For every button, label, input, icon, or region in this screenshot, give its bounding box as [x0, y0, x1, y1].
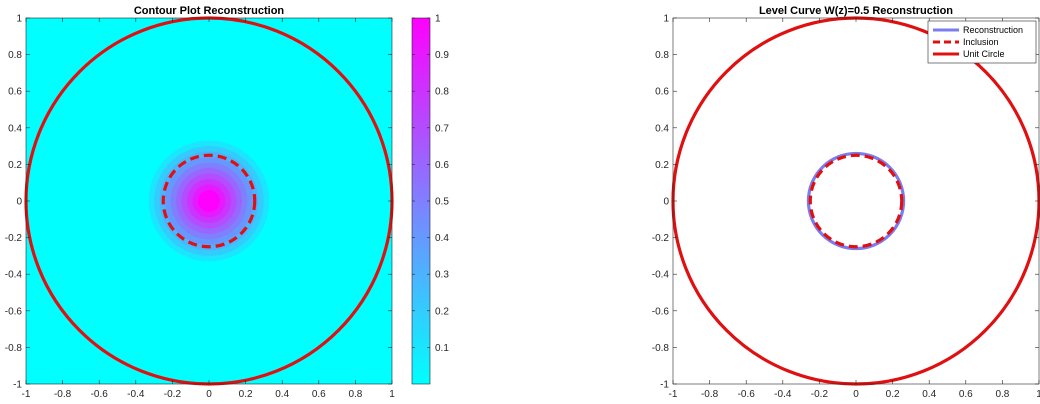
- y-tick-label: 0.8: [8, 50, 22, 61]
- legend-label: Inclusion: [963, 37, 999, 47]
- colorbar-tick-label: 1: [435, 14, 441, 25]
- x-tick-label: 0.8: [348, 389, 362, 400]
- chart-right-legend: Reconstruction Inclusion Unit Circle: [927, 20, 1037, 64]
- y-tick-label: 0: [663, 197, 669, 208]
- colorbar-tick-label: 0.6: [435, 160, 449, 171]
- colorbar-tick-label: 0.9: [435, 50, 449, 61]
- x-tick-label: 0.2: [886, 389, 900, 400]
- inclusion-circle: [161, 153, 257, 249]
- x-tick-label: -0.4: [127, 389, 145, 400]
- y-tick-label: -0.8: [5, 343, 23, 354]
- chart-right-axes-background: [673, 18, 1039, 384]
- chart-left-title: Contour Plot Reconstruction: [134, 5, 285, 17]
- colorbar-tick-label: 0.2: [435, 306, 449, 317]
- x-tick-label: 0.4: [275, 389, 289, 400]
- y-tick-label: -0.2: [5, 233, 23, 244]
- chart-left-contour-field: [148, 140, 270, 262]
- chart-left-y-axis: 1 0.8 0.6 0.4 0.2 0 -0.2 -0.4 -0.6 -0.8 -1: [5, 14, 392, 391]
- chart-left-x-axis: -1 -0.8 -0.6 -0.4 -0.2 0 0.2 0.4 0.6 0.8 1: [22, 18, 395, 400]
- chart-right-title: Level Curve W(z)=0.5 Reconstruction: [759, 5, 953, 17]
- y-tick-label: 0: [16, 197, 22, 208]
- y-tick-label: -0.6: [652, 306, 670, 317]
- x-tick-label: -0.6: [91, 389, 109, 400]
- x-tick-label: 0.2: [239, 389, 253, 400]
- x-tick-label: 0.8: [995, 389, 1009, 400]
- contour-level: [198, 190, 220, 212]
- y-tick-label: 0.2: [655, 160, 669, 171]
- chart-right: Level Curve W(z)=0.5 Reconstruction -1 -0…: [652, 5, 1040, 400]
- colorbar-tick-label: 0.5: [435, 197, 449, 208]
- y-tick-label: 0.6: [8, 87, 22, 98]
- colorbar-ticks: 1 0.9 0.8 0.7 0.6 0.5 0.4 0.3 0.2 0.1: [412, 14, 449, 354]
- x-tick-label: 1: [1036, 389, 1040, 400]
- colorbar-tick-label: 0.8: [435, 87, 449, 98]
- chart-left: Contour Plot Reconstruction -1 -0.8 -0.6 -0…: [5, 5, 450, 400]
- series-inclusion: [808, 153, 904, 249]
- y-tick-label: -0.6: [5, 306, 23, 317]
- legend-label: Unit Circle: [963, 49, 1005, 59]
- legend-label: Reconstruction: [963, 25, 1023, 35]
- chart-right-y-axis: 1 0.8 0.6 0.4 0.2 0 -0.2 -0.4 -0.6 -0.8 -1: [652, 14, 1039, 391]
- x-tick-label: -0.2: [811, 389, 829, 400]
- y-tick-label: -0.8: [652, 343, 670, 354]
- x-tick-label: 0: [206, 389, 212, 400]
- colorbar-tick-label: 0.1: [435, 343, 449, 354]
- y-tick-label: 0.4: [8, 123, 22, 134]
- x-tick-label: 0.6: [312, 389, 326, 400]
- y-tick-label: 1: [663, 14, 669, 25]
- x-tick-label: -0.8: [54, 389, 72, 400]
- x-tick-label: -0.8: [701, 389, 719, 400]
- x-tick-label: -0.4: [774, 389, 792, 400]
- series-reconstruction: [806, 151, 906, 251]
- y-tick-label: 0.8: [655, 50, 669, 61]
- y-tick-label: -0.2: [652, 233, 670, 244]
- y-tick-label: -1: [660, 380, 669, 391]
- y-tick-label: 1: [16, 14, 22, 25]
- y-tick-label: 0.4: [655, 123, 669, 134]
- x-tick-label: 0: [853, 389, 859, 400]
- y-tick-label: 0.6: [655, 87, 669, 98]
- y-tick-label: -1: [13, 380, 22, 391]
- x-tick-label: -1: [22, 389, 31, 400]
- x-tick-label: -1: [669, 389, 678, 400]
- y-tick-label: 0.2: [8, 160, 22, 171]
- colorbar-tick-label: 0.7: [435, 123, 449, 134]
- y-tick-label: -0.4: [5, 270, 23, 281]
- colorbar-tick-label: 0.3: [435, 270, 449, 281]
- x-tick-label: 1: [389, 389, 395, 400]
- x-tick-label: 0.4: [922, 389, 936, 400]
- colorbar-tick-label: 0.4: [435, 233, 449, 244]
- x-tick-label: 0.6: [959, 389, 973, 400]
- x-tick-label: -0.6: [738, 389, 756, 400]
- x-tick-label: -0.2: [164, 389, 182, 400]
- y-tick-label: -0.4: [652, 270, 670, 281]
